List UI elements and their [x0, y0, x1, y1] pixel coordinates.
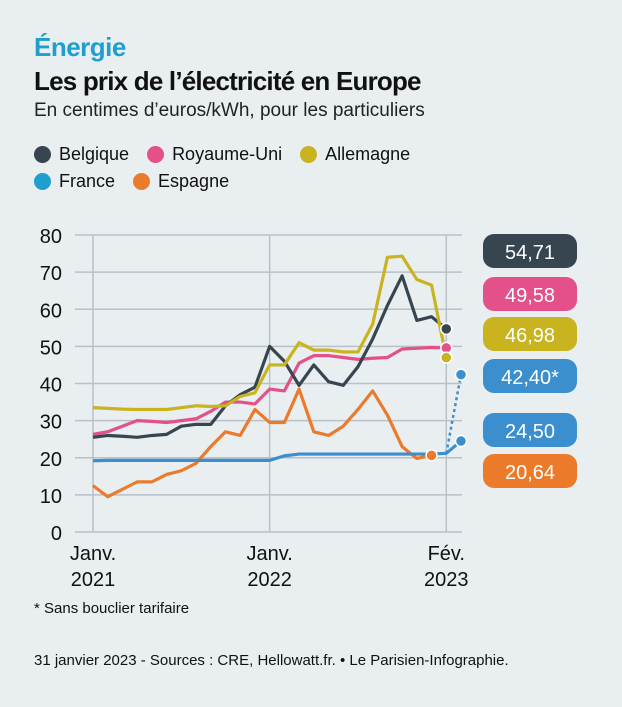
legend: Belgique Royaume-Uni Allemagne France Es…	[34, 144, 410, 198]
value-pill	[483, 277, 577, 311]
france-no-shield-line	[445, 374, 463, 454]
footnote: * Sans bouclier tarifaire	[34, 600, 190, 617]
y-tick-label: 30	[40, 412, 62, 434]
legend-dot	[133, 173, 151, 190]
y-tick-label: 80	[40, 226, 62, 248]
value-label: 24,50	[505, 421, 555, 443]
value-label: 46,98	[505, 325, 555, 347]
legend-dot	[34, 146, 51, 163]
legend-dot	[147, 146, 165, 163]
y-tick-label: 50	[40, 337, 62, 359]
y-tick-label: 40	[40, 375, 62, 397]
end-point	[440, 322, 453, 336]
x-tick-label: Fév.	[428, 543, 465, 565]
x-tick-label: Janv.	[246, 543, 292, 565]
x-tick-year: 2023	[424, 569, 469, 591]
chart-subtitle: En centimes d’euros/kWh, pour les partic…	[34, 100, 425, 121]
value-pill	[483, 317, 577, 351]
value-label: 20,64	[505, 462, 555, 484]
y-tick-label: 60	[40, 300, 62, 322]
legend-label: Allemagne	[325, 144, 411, 164]
x-tick-year: 2022	[247, 569, 292, 591]
y-tick-label: 20	[40, 449, 62, 471]
value-label: 42,40*	[501, 367, 559, 389]
value-pill	[483, 454, 577, 488]
series-line-espagne	[92, 387, 432, 499]
end-point	[454, 434, 468, 448]
y-tick-label: 0	[51, 523, 62, 545]
y-tick-label: 10	[40, 486, 62, 508]
legend-dot	[34, 173, 51, 190]
chart-title: Les prix de l’électricité en Europe	[34, 66, 422, 96]
end-point	[440, 351, 453, 364]
legend-label: Royaume-Uni	[172, 144, 283, 164]
y-tick-label: 70	[40, 263, 62, 285]
line-chart: 0 10 20 30 40 50 60 70 80 Janv. 2021 Janv. 2022 Fév. 2…	[40, 226, 577, 591]
legend-label: Belgique	[59, 144, 130, 164]
end-point	[454, 368, 468, 381]
series-line-france	[92, 439, 463, 463]
legend-item-belgique: Belgique	[34, 144, 129, 165]
series-line-royaume-uni	[92, 345, 447, 436]
source-line: 31 janvier 2023 - Sources : CRE, Hellowa…	[34, 652, 509, 669]
value-label: 54,71	[505, 242, 555, 264]
legend-item-royaume-uni: Royaume-Uni	[147, 144, 282, 165]
value-label: 49,58	[505, 285, 555, 307]
legend-dot	[300, 146, 318, 163]
legend-item-france: France	[34, 171, 115, 192]
x-tick-year: 2021	[71, 569, 116, 591]
kicker: Énergie	[34, 32, 126, 62]
series-line-belgique	[92, 274, 448, 439]
legend-label: France	[59, 171, 116, 191]
legend-item-espagne: Espagne	[133, 171, 229, 192]
x-tick-label: Janv.	[70, 543, 116, 565]
value-pill	[483, 359, 577, 393]
legend-label: Espagne	[158, 171, 230, 191]
value-pill	[483, 413, 577, 447]
legend-item-allemagne: Allemagne	[300, 144, 410, 165]
end-point	[425, 449, 438, 462]
series-line-allemagne	[92, 254, 448, 412]
value-pill	[483, 234, 577, 268]
